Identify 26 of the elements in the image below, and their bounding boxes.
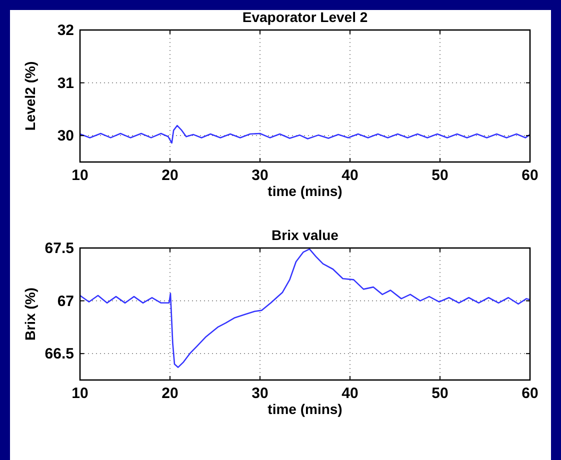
- x-tick-label: 60: [522, 385, 538, 402]
- y-tick-label: 30: [57, 128, 74, 145]
- y-axis-title: Brix (%): [22, 288, 38, 340]
- x-tick-label: 60: [522, 167, 538, 184]
- y-tick-label: 66.5: [44, 346, 74, 363]
- y-axis-title: Level2 (%): [22, 61, 38, 131]
- y-tick-label: 67.5: [44, 240, 74, 257]
- x-tick-label: 30: [252, 167, 268, 184]
- chart-title: Evaporator Level 2: [242, 9, 368, 25]
- y-tick-label: 31: [57, 74, 74, 92]
- x-axis-title: time (mins): [268, 183, 342, 199]
- x-tick-label: 50: [432, 167, 448, 184]
- chart-title: Brix value: [272, 227, 339, 243]
- x-tick-label: 40: [342, 167, 358, 184]
- x-tick-label: 10: [72, 167, 88, 184]
- x-tick-label: 50: [432, 385, 448, 402]
- line-series: [79, 248, 531, 368]
- x-tick-label: 20: [162, 167, 178, 184]
- x-tick-label: 10: [72, 385, 88, 402]
- x-tick-label: 20: [162, 385, 178, 402]
- x-tick-label: 40: [342, 385, 358, 402]
- line-series: [79, 124, 531, 144]
- y-tick-label: 32: [57, 22, 74, 39]
- x-tick-label: 30: [252, 385, 268, 402]
- y-tick-label: 67: [57, 292, 74, 310]
- x-axis-title: time (mins): [268, 401, 342, 417]
